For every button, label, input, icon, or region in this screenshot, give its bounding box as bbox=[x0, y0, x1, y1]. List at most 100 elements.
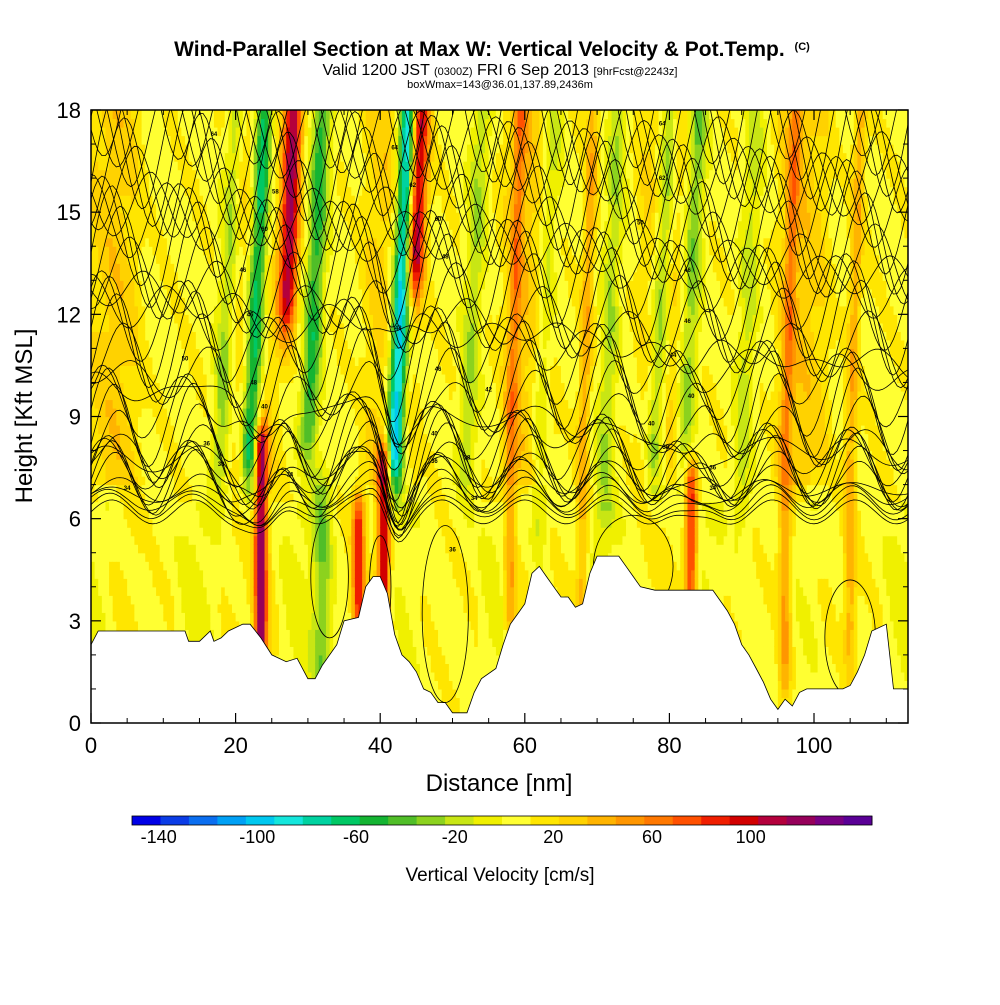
velocity-cell bbox=[228, 620, 233, 630]
velocity-cell bbox=[174, 382, 179, 392]
velocity-cell bbox=[188, 314, 193, 324]
velocity-cell bbox=[239, 135, 244, 145]
velocity-cell bbox=[112, 510, 117, 520]
velocity-cell bbox=[174, 373, 179, 384]
velocity-cell bbox=[297, 476, 302, 486]
velocity-cell bbox=[192, 603, 197, 613]
velocity-cell bbox=[206, 476, 211, 486]
velocity-cell bbox=[163, 220, 168, 230]
velocity-cell bbox=[250, 459, 255, 469]
velocity-cell bbox=[297, 569, 302, 579]
velocity-cell bbox=[250, 246, 255, 256]
velocity-cell bbox=[94, 331, 99, 341]
velocity-cell bbox=[271, 527, 276, 537]
velocity-cell bbox=[257, 620, 262, 630]
velocity-cell bbox=[184, 382, 190, 392]
velocity-cell bbox=[177, 135, 182, 145]
velocity-cell bbox=[192, 450, 197, 460]
velocity-cell bbox=[213, 518, 219, 528]
velocity-cell bbox=[184, 365, 190, 375]
velocity-cell bbox=[333, 305, 338, 315]
velocity-cell bbox=[289, 254, 295, 264]
velocity-cell bbox=[239, 569, 244, 579]
velocity-cell bbox=[231, 382, 237, 392]
velocity-cell bbox=[177, 527, 182, 537]
velocity-cell bbox=[188, 246, 193, 256]
velocity-cell bbox=[231, 280, 237, 290]
velocity-cell bbox=[300, 297, 305, 307]
velocity-cell bbox=[166, 161, 172, 171]
velocity-cell bbox=[311, 271, 316, 281]
velocity-cell bbox=[257, 382, 262, 392]
velocity-cell bbox=[239, 382, 244, 392]
velocity-cell bbox=[268, 586, 273, 596]
velocity-cell bbox=[307, 348, 313, 358]
velocity-cell bbox=[156, 476, 161, 486]
velocity-cell bbox=[206, 578, 211, 588]
velocity-cell bbox=[127, 459, 132, 469]
velocity-cell bbox=[289, 399, 295, 409]
velocity-cell bbox=[119, 425, 125, 435]
velocity-cell bbox=[307, 578, 313, 588]
velocity-cell bbox=[206, 425, 211, 435]
velocity-cell bbox=[311, 161, 316, 171]
velocity-cell bbox=[228, 212, 233, 222]
velocity-cell bbox=[286, 331, 291, 341]
velocity-cell bbox=[333, 450, 338, 460]
velocity-cell bbox=[333, 297, 338, 307]
velocity-cell bbox=[195, 442, 201, 452]
velocity-cell bbox=[184, 110, 190, 120]
velocity-cell bbox=[300, 212, 305, 222]
velocity-cell bbox=[286, 518, 291, 528]
velocity-cell bbox=[213, 476, 219, 486]
velocity-cell bbox=[119, 254, 125, 264]
velocity-cell bbox=[166, 518, 172, 528]
velocity-cell bbox=[300, 135, 305, 145]
velocity-cell bbox=[333, 186, 338, 196]
velocity-cell bbox=[307, 220, 313, 230]
velocity-cell bbox=[91, 561, 96, 571]
velocity-cell bbox=[166, 169, 172, 179]
velocity-cell bbox=[315, 603, 320, 613]
velocity-cell bbox=[268, 305, 273, 315]
velocity-cell bbox=[184, 535, 190, 545]
velocity-cell bbox=[112, 263, 117, 273]
velocity-cell bbox=[289, 442, 295, 452]
velocity-cell bbox=[170, 305, 175, 315]
velocity-cell bbox=[213, 493, 219, 503]
velocity-cell bbox=[217, 339, 222, 349]
velocity-cell bbox=[192, 305, 197, 315]
velocity-cell bbox=[109, 356, 114, 367]
velocity-cell bbox=[210, 118, 215, 128]
velocity-cell bbox=[101, 390, 107, 401]
velocity-cell bbox=[105, 152, 110, 162]
velocity-cell bbox=[152, 612, 157, 622]
velocity-cell bbox=[116, 595, 121, 605]
velocity-cell bbox=[325, 178, 331, 188]
velocity-cell bbox=[138, 178, 143, 188]
velocity-cell bbox=[170, 161, 175, 171]
velocity-cell bbox=[250, 527, 255, 537]
velocity-cell bbox=[94, 339, 99, 349]
velocity-cell bbox=[170, 280, 175, 290]
velocity-cell bbox=[304, 365, 309, 375]
velocity-cell bbox=[250, 118, 255, 128]
velocity-cell bbox=[156, 135, 161, 145]
velocity-cell bbox=[271, 297, 276, 307]
velocity-cell bbox=[105, 561, 110, 571]
velocity-cell bbox=[127, 178, 132, 188]
velocity-cell bbox=[199, 382, 204, 392]
velocity-cell bbox=[336, 390, 342, 401]
velocity-cell bbox=[134, 127, 139, 137]
velocity-cell bbox=[278, 331, 284, 341]
velocity-cell bbox=[112, 135, 117, 145]
velocity-cell bbox=[181, 586, 186, 596]
velocity-cell bbox=[275, 552, 280, 562]
velocity-cell bbox=[195, 416, 201, 426]
velocity-cell bbox=[199, 595, 204, 605]
velocity-cell bbox=[271, 442, 276, 452]
velocity-cell bbox=[199, 578, 204, 588]
velocity-cell bbox=[159, 416, 164, 426]
velocity-cell bbox=[307, 382, 313, 392]
velocity-cell bbox=[101, 442, 107, 452]
